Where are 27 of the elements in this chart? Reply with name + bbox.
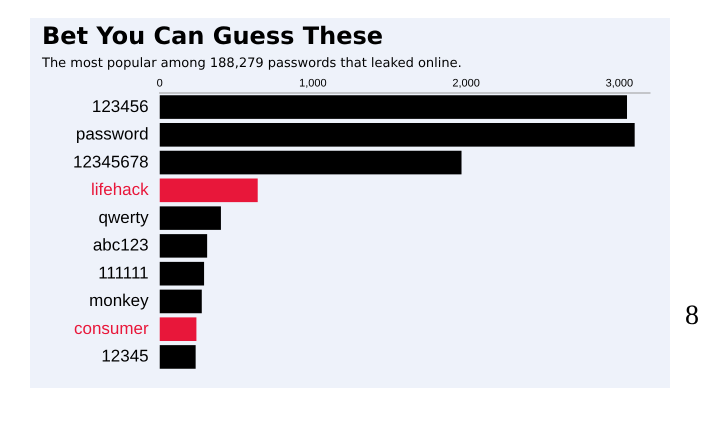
text: 8 [685,300,699,332]
y-tick-label: lifehack [90,180,150,200]
bar [160,345,196,369]
bar [160,290,202,314]
bar [160,178,258,202]
y-tick-label: consumer [74,318,149,338]
bar [160,123,635,147]
y-tick-label: abc123 [92,236,149,255]
x-tick-label: 2,000 [452,78,480,90]
bar [160,95,628,119]
y-tick-label: password [76,124,149,144]
y-tick-label: 12345678 [72,152,149,172]
chart-title: Bet You Can Guess These [42,22,384,50]
x-tick-label: 1,000 [299,78,327,90]
bar [160,262,204,286]
chart-subtitle: The most popular among 188,279 passwords that leaked online. [42,56,462,71]
y-tick-label: 12345 [101,346,149,366]
x-tick-label: 3,000 [606,78,634,90]
x-tick-label: 0 [156,78,163,90]
bar [160,234,208,258]
bar [160,150,462,174]
y-tick-label: monkey [89,291,150,310]
y-tick-label: qwerty [98,208,150,227]
bar [160,317,196,341]
y-tick-label: 123456 [92,96,149,116]
y-tick-label: 111111 [98,263,149,282]
bar [160,206,221,230]
